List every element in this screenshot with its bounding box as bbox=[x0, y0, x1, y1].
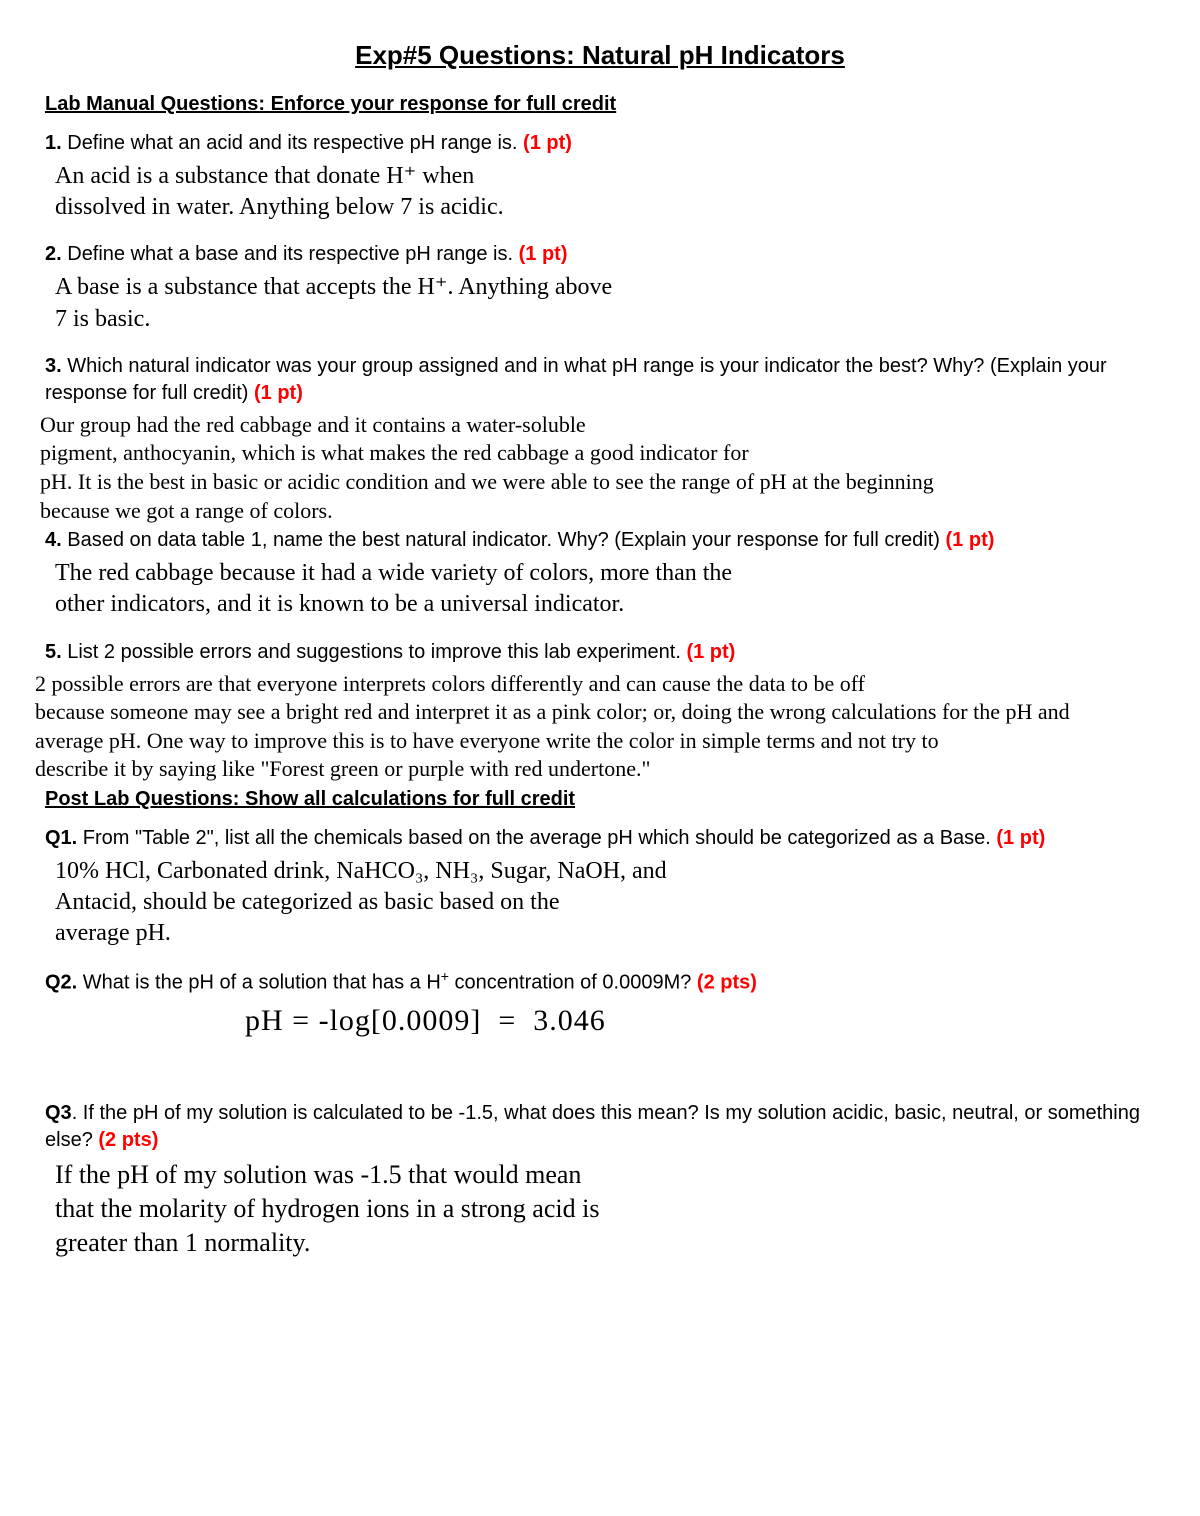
post-question-3-number: Q3 bbox=[45, 1102, 72, 1124]
answer-4: The red cabbage because it had a wide va… bbox=[55, 558, 1155, 620]
question-4-points: (1 pt) bbox=[946, 529, 995, 551]
post-question-2: Q2. What is the pH of a solution that ha… bbox=[45, 967, 1155, 997]
answer-2: A base is a substance that accepts the H… bbox=[55, 272, 1155, 334]
answer-3: Our group had the red cabbage and it con… bbox=[40, 411, 1155, 525]
question-5-number: 5. bbox=[45, 641, 62, 663]
post-question-1: Q1. From "Table 2", list all the chemica… bbox=[45, 825, 1155, 852]
question-4-text: Based on data table 1, name the best nat… bbox=[62, 529, 946, 551]
question-4-number: 4. bbox=[45, 529, 62, 551]
question-1: 1. Define what an acid and its respectiv… bbox=[45, 130, 1155, 157]
post-question-3-text: . If the pH of my solution is calculated… bbox=[45, 1102, 1140, 1151]
question-4: 4. Based on data table 1, name the best … bbox=[45, 527, 1155, 554]
post-question-3: Q3. If the pH of my solution is calculat… bbox=[45, 1100, 1155, 1154]
question-5-points: (1 pt) bbox=[686, 641, 735, 663]
question-5-text: List 2 possible errors and suggestions t… bbox=[62, 641, 687, 663]
question-2-number: 2. bbox=[45, 243, 62, 265]
page-title: Exp#5 Questions: Natural pH Indicators bbox=[45, 40, 1155, 71]
question-5: 5. List 2 possible errors and suggestion… bbox=[45, 639, 1155, 666]
post-question-2-text-after: concentration of 0.0009M? bbox=[449, 972, 697, 994]
question-3: 3. Which natural indicator was your grou… bbox=[45, 353, 1155, 407]
answer-1: An acid is a substance that donate H⁺ wh… bbox=[55, 161, 1155, 223]
section-header-lab-manual: Lab Manual Questions: Enforce your respo… bbox=[45, 93, 1155, 116]
post-question-2-points: (2 pts) bbox=[697, 972, 757, 994]
question-2-text: Define what a base and its respective pH… bbox=[62, 243, 519, 265]
post-question-1-text: From "Table 2", list all the chemicals b… bbox=[77, 827, 996, 849]
superscript-plus: + bbox=[441, 968, 449, 984]
post-answer-1: 10% HCl, Carbonated drink, NaHCO₃, NH₃, … bbox=[55, 856, 1155, 950]
section-header-post-lab: Post Lab Questions: Show all calculation… bbox=[45, 788, 1155, 811]
question-3-number: 3. bbox=[45, 355, 62, 377]
post-answer-3: If the pH of my solution was -1.5 that w… bbox=[55, 1158, 1155, 1259]
post-question-3-points: (2 pts) bbox=[98, 1129, 158, 1151]
post-answer-2: pH = -log[0.0009] = 3.046 bbox=[245, 1001, 1155, 1040]
question-2-points: (1 pt) bbox=[519, 243, 568, 265]
question-1-number: 1. bbox=[45, 132, 62, 154]
question-3-text: Which natural indicator was your group a… bbox=[45, 355, 1107, 404]
question-2: 2. Define what a base and its respective… bbox=[45, 241, 1155, 268]
post-question-1-number: Q1. bbox=[45, 827, 77, 849]
answer-5: 2 possible errors are that everyone inte… bbox=[35, 670, 1155, 784]
post-question-2-text-before: What is the pH of a solution that has a … bbox=[77, 972, 441, 994]
post-question-2-number: Q2. bbox=[45, 972, 77, 994]
question-3-points: (1 pt) bbox=[254, 382, 303, 404]
question-1-points: (1 pt) bbox=[523, 132, 572, 154]
post-question-1-points: (1 pt) bbox=[996, 827, 1045, 849]
question-1-text: Define what an acid and its respective p… bbox=[62, 132, 523, 154]
